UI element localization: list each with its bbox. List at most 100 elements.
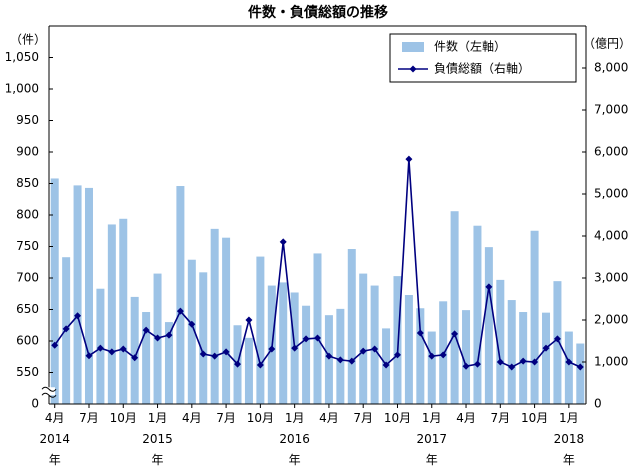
y-tick-label: 600	[16, 334, 39, 348]
line-marker	[222, 348, 230, 356]
bar	[176, 186, 185, 404]
axis-break	[41, 386, 57, 398]
line-marker	[108, 348, 116, 356]
bar	[50, 178, 59, 404]
y2-tick-label: 1,000	[594, 355, 628, 369]
bar	[507, 300, 516, 404]
line-marker	[508, 363, 516, 371]
bar	[244, 337, 253, 404]
x-tick-label-line: 4月	[45, 411, 65, 425]
bar	[427, 331, 436, 404]
line-marker	[245, 316, 253, 324]
x-tick-label: 7月	[490, 411, 510, 425]
line-marker	[553, 335, 561, 343]
x-tick-label-line: 年	[426, 453, 438, 467]
x-tick-label-line: 2016	[279, 432, 310, 446]
axis-break	[43, 387, 55, 396]
line-marker	[291, 344, 299, 352]
y-tick-label: 650	[16, 302, 39, 316]
x-tick-label-line: 1月	[422, 411, 442, 425]
x-tick-label-line: 7月	[490, 411, 510, 425]
line-marker	[188, 320, 196, 328]
line-marker	[382, 361, 390, 369]
y2-tick-label: 6,000	[594, 145, 628, 159]
line-marker	[542, 344, 550, 352]
x-tick-label-line: 1月	[148, 411, 168, 425]
x-tick-label-line: 年	[49, 453, 61, 467]
line-marker	[154, 334, 162, 342]
x-tick-label-line: 2014	[39, 432, 70, 446]
line-marker	[359, 347, 367, 355]
line-marker	[62, 325, 70, 333]
bar	[393, 276, 402, 404]
x-tick-label: 1月 2016 年	[279, 411, 310, 467]
line-marker	[393, 351, 401, 359]
x-tick-label-line: 4月	[182, 411, 202, 425]
line-marker	[336, 356, 344, 364]
bar	[119, 218, 128, 404]
x-tick-label: 7月	[216, 411, 236, 425]
line-marker	[496, 358, 504, 366]
y-tick-label: 850	[16, 176, 39, 190]
line-marker	[519, 357, 527, 365]
x-tick-label: 4月 2014 年	[39, 411, 70, 467]
line-marker	[451, 330, 459, 338]
bar	[73, 185, 82, 404]
x-tick-label: 7月	[79, 411, 99, 425]
bar	[484, 247, 493, 404]
legend-label: 件数（左軸）	[434, 39, 506, 54]
x-tick-label: 10月	[110, 411, 137, 425]
line-marker	[211, 352, 219, 360]
x-tick-label: 10月	[521, 411, 548, 425]
bar	[256, 256, 265, 404]
x-tick-label: 4月	[182, 411, 202, 425]
line-marker	[416, 329, 424, 337]
x-tick-label-line: 1月	[559, 411, 579, 425]
y2-tick-label: 4,000	[594, 229, 628, 243]
bar	[107, 224, 116, 404]
bar	[142, 312, 151, 404]
x-tick-label-line: 2017	[416, 432, 447, 446]
y-tick-label: 950	[16, 113, 39, 127]
line-marker	[85, 352, 93, 360]
line-marker	[234, 360, 242, 368]
x-tick-label-line: 10月	[384, 411, 411, 425]
legend-swatch	[402, 42, 424, 52]
y-tick-label: 750	[16, 239, 39, 253]
x-tick-label: 10月	[384, 411, 411, 425]
bar	[347, 249, 356, 404]
y2-tick-label: 5,000	[594, 187, 628, 201]
x-tick-label-line: 4月	[319, 411, 339, 425]
line-marker	[473, 360, 481, 368]
line-marker	[51, 341, 59, 349]
x-tick-label: 10月	[247, 411, 274, 425]
bar	[130, 296, 139, 404]
line-marker	[462, 362, 470, 370]
line-marker	[439, 351, 447, 359]
bar	[450, 211, 459, 404]
bar	[187, 259, 196, 404]
y-tick-label: 700	[16, 271, 39, 285]
line-marker	[576, 363, 584, 371]
x-tick-label: 1月 2017 年	[416, 411, 447, 467]
line-marker	[199, 350, 207, 358]
y-tick-label: 900	[16, 145, 39, 159]
bar	[313, 253, 322, 404]
x-tick-label-line: 10月	[247, 411, 274, 425]
x-tick-label-line: 年	[152, 453, 164, 467]
bar	[222, 237, 231, 404]
line-marker	[485, 283, 493, 291]
y-tick-label: 1,000	[5, 82, 39, 96]
bar	[359, 273, 368, 404]
line-marker	[119, 345, 127, 353]
x-tick-label-line: 7月	[79, 411, 99, 425]
x-tick-label-line: 年	[289, 453, 301, 467]
line-marker	[74, 312, 82, 320]
line-marker	[325, 352, 333, 360]
x-tick-label: 1月 2018 年	[554, 411, 585, 467]
y2-tick-label: 7,000	[594, 103, 628, 117]
line-marker	[279, 238, 287, 246]
bar	[530, 230, 539, 404]
x-tick-label: 1月 2015 年	[142, 411, 173, 467]
